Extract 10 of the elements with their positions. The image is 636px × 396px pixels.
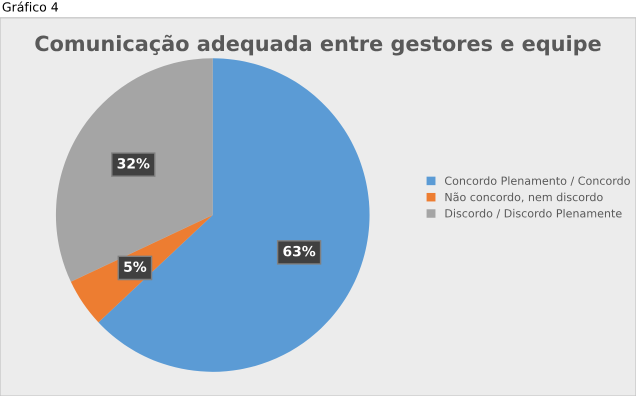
data-label: 63%: [283, 246, 316, 256]
text: Gráfico 4: [2, 1, 58, 12]
pie-slice: [98, 58, 370, 372]
data-label: 5%: [124, 261, 146, 272]
chart-title: Comunicação adequada entre gestores e equipe: [35, 34, 601, 56]
legend-label: Não concordo, nem discordo: [445, 192, 603, 202]
data-label: 32%: [118, 158, 150, 169]
legend-label: Concordo Plenamento / Concordo: [444, 176, 630, 186]
pie-slice: [56, 58, 213, 282]
legend-label: Discordo / Discordo Plenamente: [445, 208, 622, 218]
